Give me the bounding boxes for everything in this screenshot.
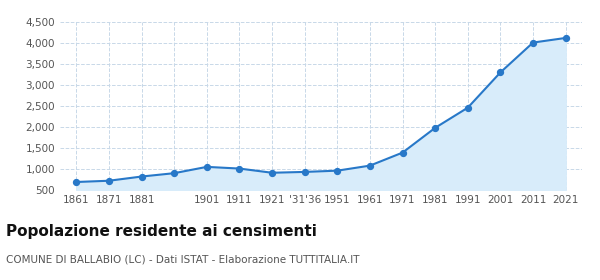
Point <box>463 105 473 110</box>
Point <box>71 180 81 184</box>
Point <box>430 125 440 130</box>
Point <box>365 164 375 168</box>
Point <box>332 169 342 173</box>
Point <box>300 170 310 174</box>
Point <box>137 174 146 179</box>
Point <box>496 70 505 74</box>
Text: Popolazione residente ai censimenti: Popolazione residente ai censimenti <box>6 224 317 239</box>
Text: COMUNE DI BALLABIO (LC) - Dati ISTAT - Elaborazione TUTTITALIA.IT: COMUNE DI BALLABIO (LC) - Dati ISTAT - E… <box>6 255 359 265</box>
Point <box>267 171 277 175</box>
Point <box>169 171 179 175</box>
Point <box>561 36 571 40</box>
Point <box>398 150 407 155</box>
Point <box>235 166 244 171</box>
Point <box>202 165 212 169</box>
Point <box>104 179 114 183</box>
Point <box>528 40 538 45</box>
